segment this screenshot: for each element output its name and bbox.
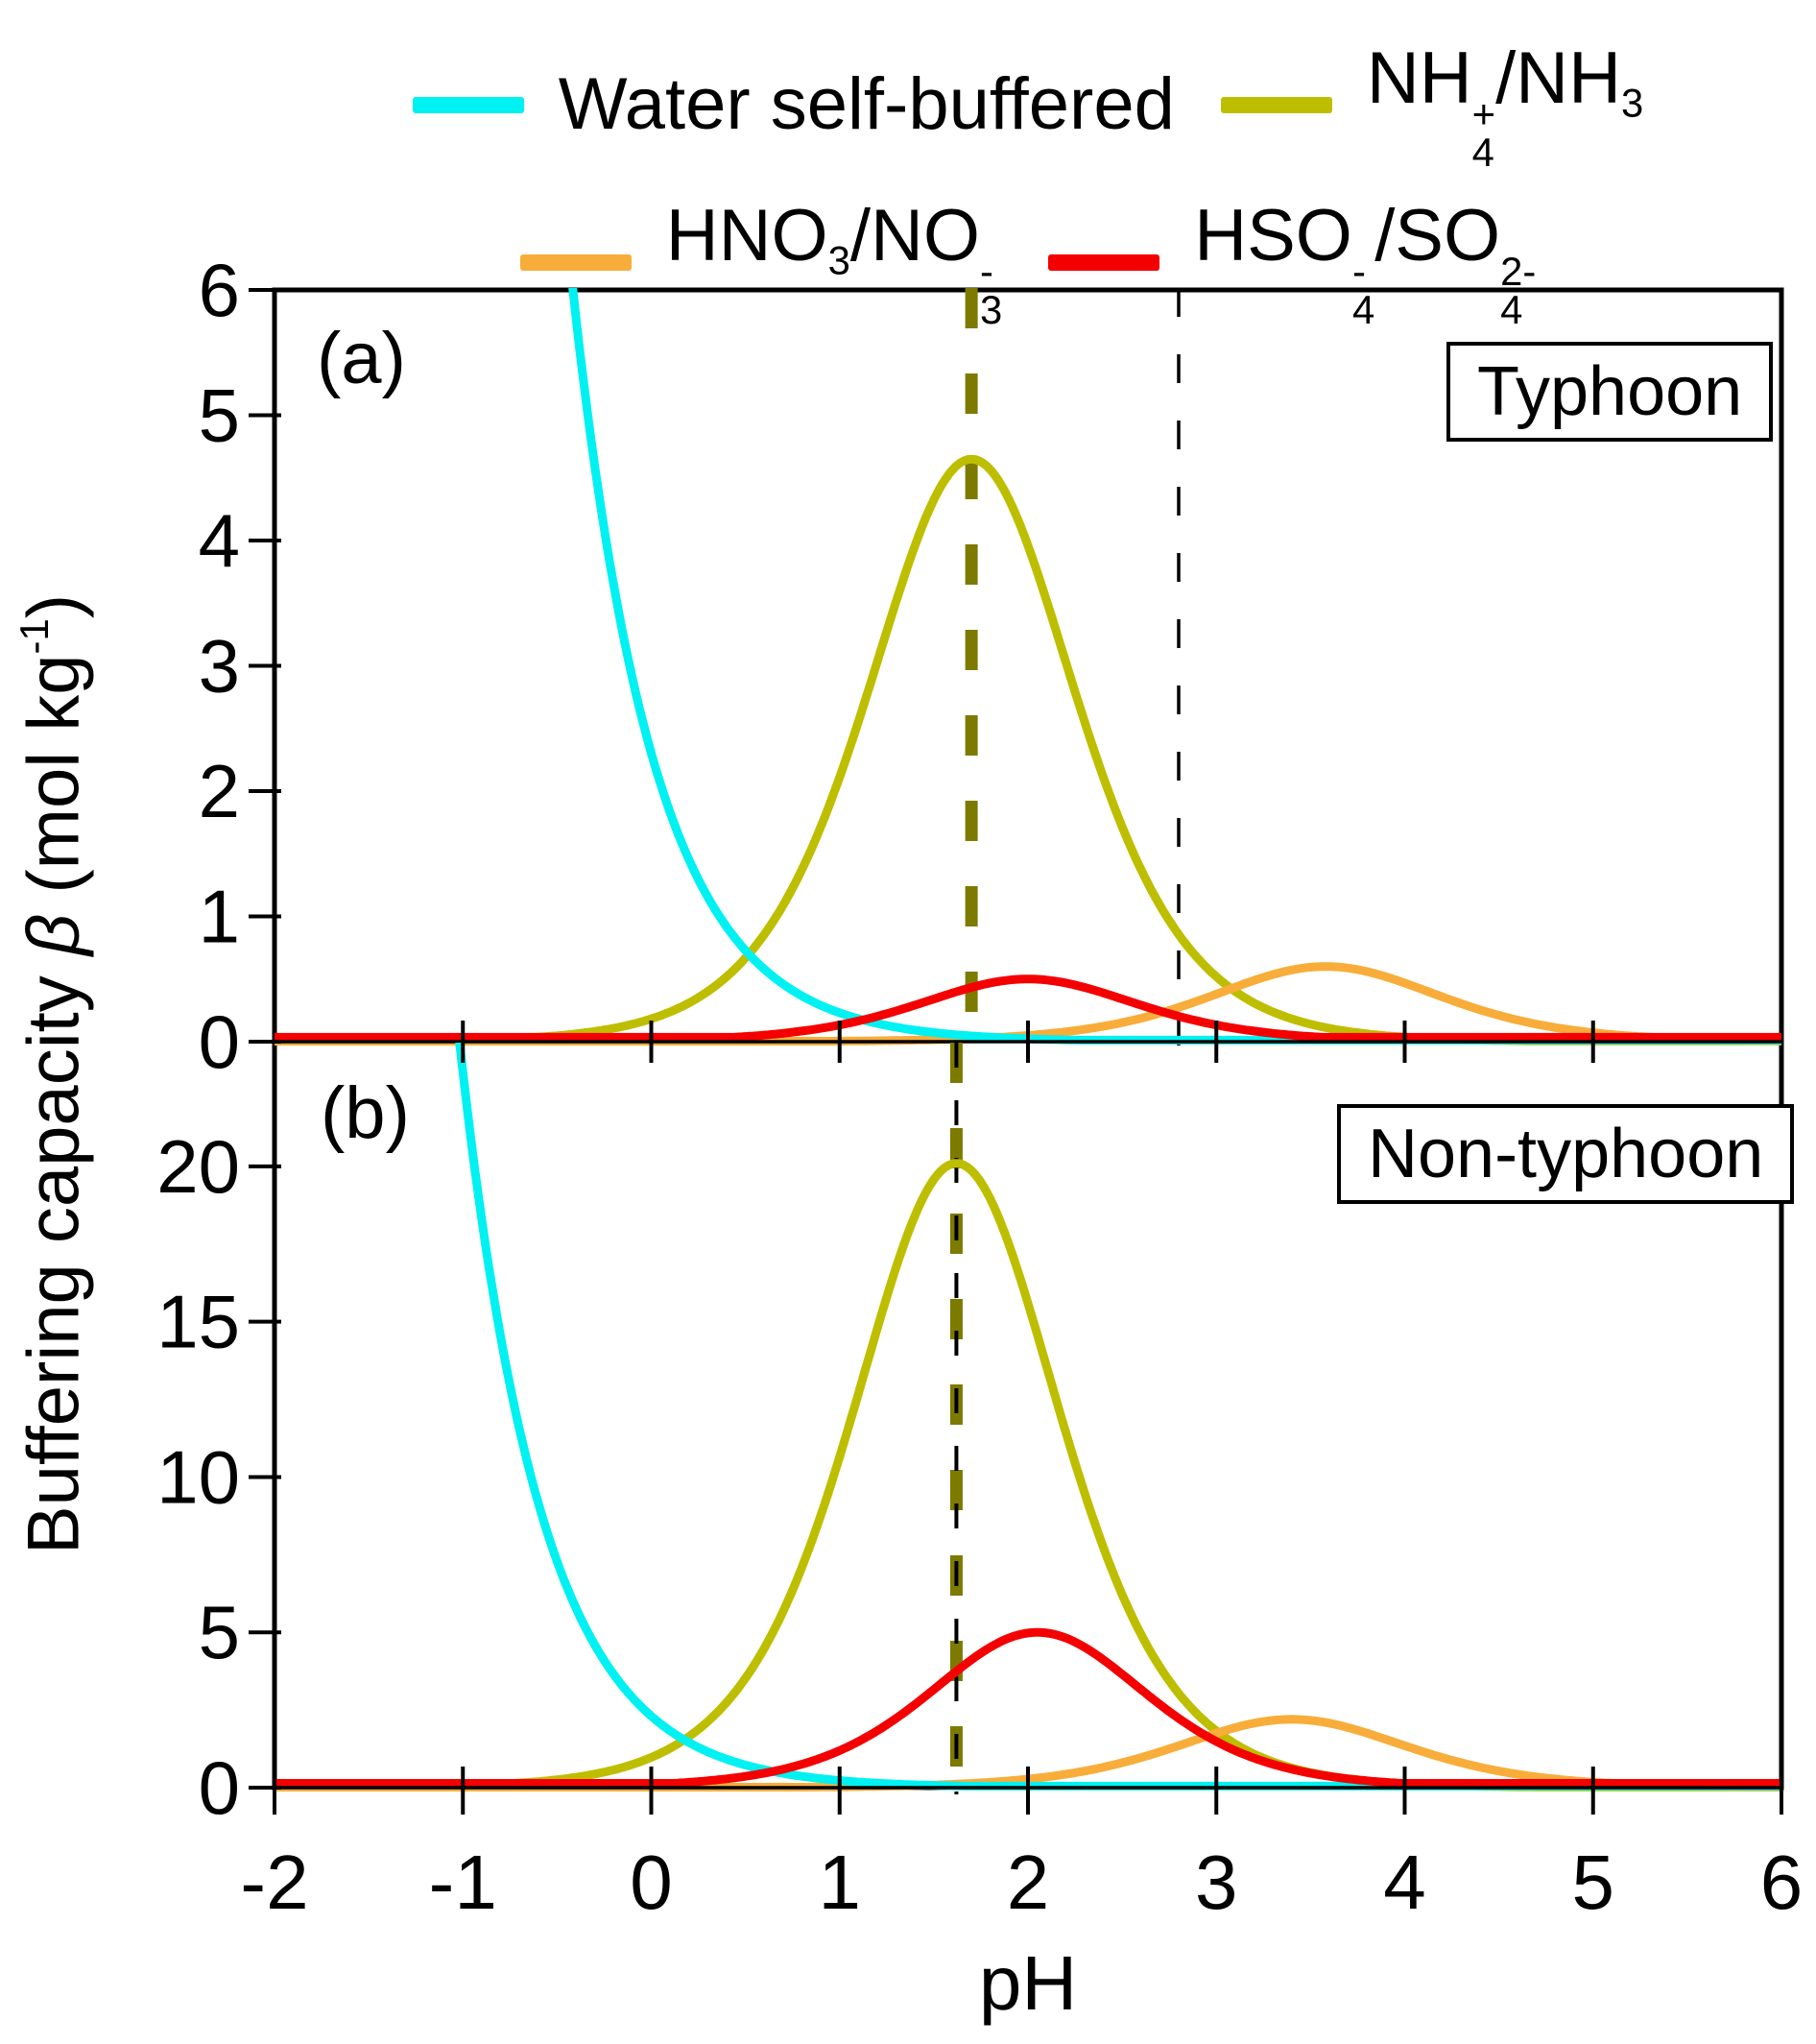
legend-item-water: Water self-buffered bbox=[412, 63, 1175, 146]
water-line-swatch bbox=[412, 96, 524, 113]
x-tick-label: 5 bbox=[1572, 1840, 1615, 1925]
x-tick-label: 4 bbox=[1383, 1840, 1426, 1925]
series-nh4-nh3 bbox=[274, 454, 1782, 1046]
legend-row-2: HNO3/NO -3 HSO -4/SO 2- 4 bbox=[519, 195, 1537, 332]
panel-a-y-tick-label: 3 bbox=[199, 624, 240, 709]
panel-a-y-tick-label: 1 bbox=[199, 875, 240, 959]
series-water-self-buffered bbox=[568, 288, 1782, 1045]
nitrate-line-swatch bbox=[519, 253, 632, 271]
x-axis-title: pH bbox=[978, 1940, 1078, 2026]
y-axis-title: Buffering capacity β (mol kg-1) bbox=[12, 593, 95, 1555]
legend-item-sulfate: HSO -4/SO 2- 4 bbox=[1048, 195, 1537, 332]
series-nh4-nh3 bbox=[274, 1159, 1782, 1792]
x-tick-label: 3 bbox=[1195, 1840, 1238, 1925]
panel-b-y-tick-label: 0 bbox=[199, 1745, 240, 1830]
panel-a-y-tick-label: 4 bbox=[199, 498, 240, 583]
ammonium-line-swatch bbox=[1220, 96, 1332, 113]
legend-row-1: Water self-buffered NH +4/NH3 bbox=[412, 37, 1644, 175]
panel-a-tag: (a) bbox=[317, 318, 406, 399]
panel-b-y-tick-label: 10 bbox=[156, 1434, 240, 1519]
panel-a-y-tick-label: 6 bbox=[199, 248, 240, 332]
x-tick-label: 0 bbox=[630, 1840, 673, 1925]
legend-item-ammonium: NH +4/NH3 bbox=[1220, 37, 1644, 175]
x-tick-label: 1 bbox=[819, 1840, 862, 1925]
panel-a-title-box: Typhoon bbox=[1446, 342, 1774, 442]
series-hso4-so42- bbox=[274, 1627, 1782, 1788]
panel-a-y-tick-label: 0 bbox=[199, 999, 240, 1084]
legend-label-ammonium: NH +4/NH3 bbox=[1366, 37, 1644, 175]
x-tick-label: -1 bbox=[429, 1840, 497, 1925]
sulfate-line-swatch bbox=[1048, 253, 1160, 271]
axis-ticks bbox=[249, 288, 1783, 1815]
panel-b-y-tick-label: 15 bbox=[156, 1280, 240, 1364]
series-hso4-so42- bbox=[274, 974, 1782, 1042]
legend-item-nitrate: HNO3/NO -3 bbox=[519, 195, 1003, 332]
x-tick-label: 6 bbox=[1760, 1840, 1804, 1925]
panel-b-y-tick-label: 20 bbox=[156, 1124, 240, 1209]
legend-label-water: Water self-buffered bbox=[558, 63, 1175, 146]
legend: Water self-buffered NH +4/NH3 HNO3/NO -3 H… bbox=[275, 38, 1781, 329]
panel-a-y-tick-label: 2 bbox=[199, 749, 240, 833]
x-tick-label: 2 bbox=[1007, 1840, 1050, 1925]
axis-tick-labels: -2 -1 0 1 2 3 4 5 6 0 1 2 3 4 5 6 0 5 10 15 20 bbox=[156, 248, 1803, 1925]
panel-b-tag: (b) bbox=[321, 1072, 410, 1154]
panel-b-y-tick-label: 5 bbox=[199, 1590, 240, 1674]
panel-a-y-tick-label: 5 bbox=[199, 373, 240, 458]
legend-label-sulfate: HSO -4/SO 2- 4 bbox=[1194, 195, 1537, 332]
panel-b-plot-area bbox=[274, 1043, 1782, 1794]
series-water-self-buffered bbox=[455, 1043, 1782, 1791]
panel-b-title-box: Non-typhoon bbox=[1337, 1104, 1795, 1204]
legend-label-nitrate: HNO3/NO -3 bbox=[665, 195, 1003, 332]
x-tick-label: -2 bbox=[240, 1840, 308, 1925]
panel-a-plot-area bbox=[274, 288, 1782, 1049]
